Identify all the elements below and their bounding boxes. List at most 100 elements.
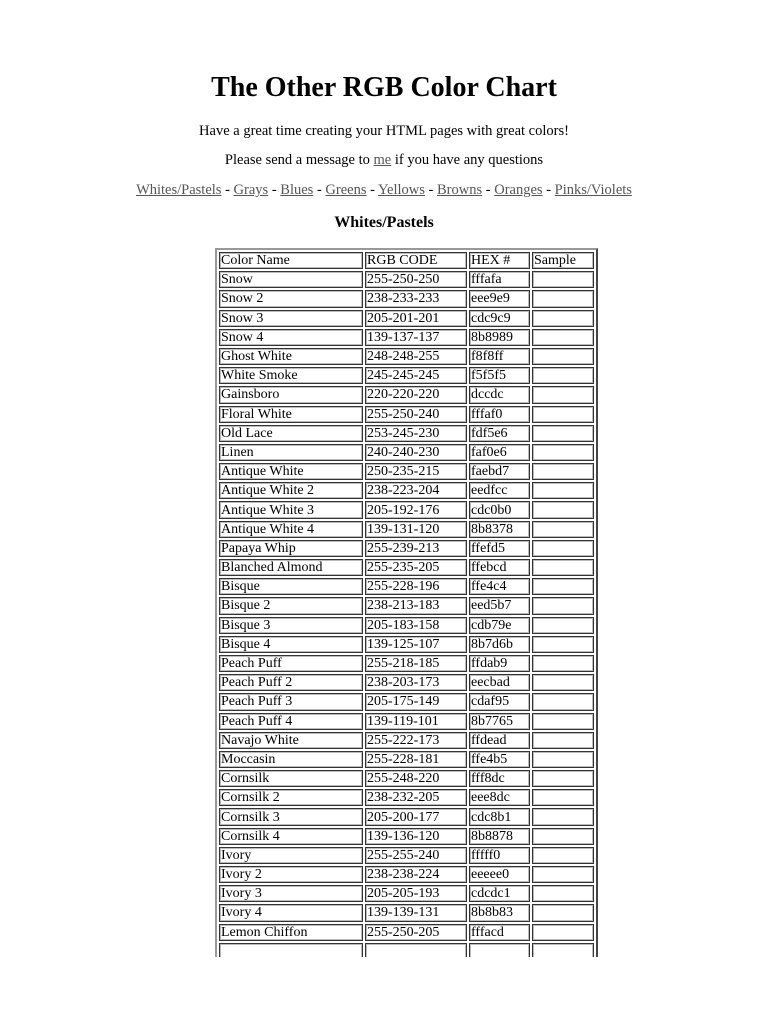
color-name-cell: Color Name [219,252,363,270]
hex-cell: cdcdc1 [469,885,530,903]
color-table-container: Color Name RGB CODE HEX # Sample Snow 255-250… [215,248,599,957]
nav-link-greens[interactable]: Greens [325,182,367,198]
hex-cell: HEX # [469,252,530,270]
color-name-cell: Antique White [219,463,363,481]
hex-cell: eee8dc [469,789,530,807]
color-name-cell: Antique White 4 [219,520,363,538]
hex-cell: 8b8989 [469,328,530,346]
rgb-code-cell: 205-183-158 [365,616,467,634]
sample-cell [532,578,594,596]
rgb-code-cell: 139-137-137 [365,328,467,346]
table-row: Bisque 2 238-213-183 eed5b7 [219,597,594,615]
nav-link-blues[interactable]: Blues [280,182,314,198]
color-name-cell: Bisque 3 [219,616,363,634]
hex-cell: cdb79e [469,616,530,634]
table-row [219,942,594,957]
table-row: Ivory 3 205-205-193 cdcdc1 [219,885,594,903]
sample-cell [532,712,594,730]
rgb-code-cell: 205-200-177 [365,808,467,826]
color-name-cell: Ivory 4 [219,904,363,922]
rgb-code-cell: 255-228-181 [365,750,467,769]
color-name-cell: Gainsboro [219,386,363,404]
rgb-code-cell: 250-235-215 [365,463,467,481]
hex-cell: ffefd5 [469,539,530,557]
nav-link-oranges[interactable]: Oranges [494,182,543,198]
sample-cell [532,424,594,442]
table-row: Ivory 255-255-240 fffff0 [219,846,594,864]
hex-cell: fffafa [469,271,530,289]
sample-cell [532,904,594,922]
sample-cell [532,309,594,327]
contact-line: Please send a message to me if you have … [0,152,768,169]
table-row: Cornsilk 4 139-136-120 8b8878 [219,827,594,845]
color-name-cell: Snow 4 [219,328,363,346]
color-name-cell: Ivory [219,846,363,864]
table-row: Ghost White 248-248-255 f8f8ff [219,347,594,366]
table-row: Bisque 255-228-196 ffe4c4 [219,578,594,596]
hex-cell: fffff0 [469,846,530,864]
hex-cell: eee9e9 [469,290,530,308]
sample-cell [532,559,594,577]
table-row: Antique White 4 139-131-120 8b8378 [219,520,594,538]
rgb-code-cell: 255-235-205 [365,559,467,577]
category-nav: Whites/Pastels - Grays - Blues - Greens … [0,182,768,199]
nav-separator: - [366,182,379,198]
sample-cell [532,731,594,749]
sample-cell [532,328,594,346]
rgb-code-cell: 205-201-201 [365,309,467,327]
section-title: Whites/Pastels [334,214,434,231]
table-row: Peach Puff 3 205-175-149 cdaf95 [219,693,594,711]
sample-cell [532,827,594,845]
table-row: Old Lace 253-245-230 fdf5e6 [219,424,594,442]
hex-cell: ffe4b5 [469,750,530,769]
nav-link-browns[interactable]: Browns [437,182,483,198]
rgb-code-cell: 238-232-205 [365,789,467,807]
sample-cell [532,290,594,308]
hex-cell: cdc9c9 [469,309,530,327]
table-row: Antique White 250-235-215 faebd7 [219,463,594,481]
rgb-code-cell: 139-125-107 [365,635,467,653]
hex-cell: fffacd [469,923,530,941]
sample-cell [532,808,594,826]
nav-link-grays[interactable]: Grays [233,182,269,198]
color-name-cell: Antique White 2 [219,482,363,500]
nav-separator: - [482,182,495,198]
color-name-cell: Floral White [219,405,363,423]
color-name-cell: Bisque 4 [219,635,363,653]
hex-cell: cdc8b1 [469,808,530,826]
nav-link-yellows[interactable]: Yellows [378,182,425,198]
contact-text: Please send a message to [224,152,374,168]
hex-cell: eecbad [469,674,530,692]
rgb-code-cell: RGB CODE [365,252,467,270]
color-name-cell: Ivory 3 [219,885,363,903]
hex-cell: cdaf95 [469,693,530,711]
table-row: Floral White 255-250-240 fffaf0 [219,405,594,423]
color-name-cell: Snow 3 [219,309,363,327]
color-name-cell: White Smoke [219,367,363,385]
color-name-cell: Cornsilk 2 [219,789,363,807]
rgb-code-cell: 139-136-120 [365,827,467,845]
hex-cell: f8f8ff [469,347,530,366]
table-row: Ivory 4 139-139-131 8b8b83 [219,904,594,922]
nav-link-whites-pastels[interactable]: Whites/Pastels [136,182,222,198]
rgb-code-cell: 253-245-230 [365,424,467,442]
nav-link-pinks-violets[interactable]: Pinks/Violets [554,182,632,198]
table-row: Cornsilk 3 205-200-177 cdc8b1 [219,808,594,826]
contact-me-link[interactable]: me [373,152,392,168]
table-row: Antique White 2 238-223-204 eedfcc [219,482,594,500]
color-name-cell: Ivory 2 [219,866,363,884]
color-name-cell: Bisque 2 [219,597,363,615]
hex-cell: 8b7d6b [469,635,530,653]
sample-cell [532,347,594,366]
table-row: Snow 4 139-137-137 8b8989 [219,328,594,346]
hex-cell: fdf5e6 [469,424,530,442]
color-name-cell: Peach Puff 3 [219,693,363,711]
table-row: Snow 255-250-250 fffafa [219,271,594,289]
color-name-cell: Linen [219,443,363,462]
table-row: Moccasin 255-228-181 ffe4b5 [219,750,594,769]
hex-cell: 8b8878 [469,827,530,845]
hex-cell: dccdc [469,386,530,404]
sample-cell [532,463,594,481]
color-name-cell: Snow [219,271,363,289]
nav-separator: - [542,182,555,198]
